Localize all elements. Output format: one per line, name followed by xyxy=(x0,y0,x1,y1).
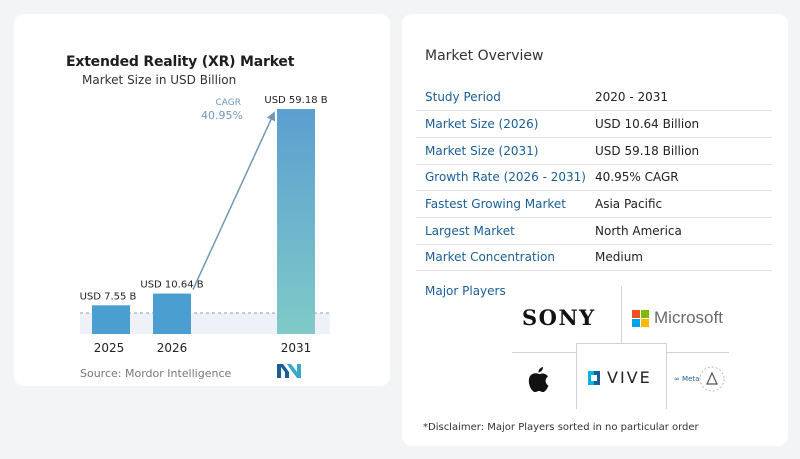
vive-logo-text: VIVE xyxy=(607,368,652,387)
microsoft-windows-icon xyxy=(632,309,649,327)
overview-title: Market Overview xyxy=(425,48,544,64)
bar-value-label: USD 59.18 B xyxy=(264,95,327,106)
overview-row: Largest Market North America xyxy=(416,217,772,245)
overview-table: Study Period 2020 - 2031 Market Size (2026… xyxy=(416,84,772,272)
sony-logo: SONY xyxy=(522,305,596,330)
reality-labs-logo-icon xyxy=(699,366,725,392)
overview-row-key: Market Size (2031) xyxy=(416,137,592,165)
overview-row: Study Period 2020 - 2031 xyxy=(416,84,772,112)
overview-row: Market Size (2031) USD 59.18 Billion xyxy=(416,137,772,165)
bar-value-label: USD 7.55 B xyxy=(80,291,137,302)
overview-row-key: Market Concentration xyxy=(416,244,592,272)
overview-row-key: Growth Rate (2026 - 2031) xyxy=(416,164,592,192)
x-tick-label: 2026 xyxy=(157,341,188,355)
overview-row-key: Study Period xyxy=(416,84,592,112)
overview-row-value: 40.95% CAGR xyxy=(592,164,772,192)
microsoft-logo: Microsoft xyxy=(632,308,723,328)
apple-logo-icon xyxy=(528,367,549,392)
source-text: Source: Mordor Intelligence xyxy=(80,367,232,380)
chart-title: Extended Reality (XR) Market xyxy=(66,54,295,70)
x-tick-label: 2025 xyxy=(94,341,125,355)
bar-2026 xyxy=(153,293,191,334)
meta-logo-text: ∞ Meta xyxy=(674,375,700,383)
divider-vertical-top xyxy=(621,286,622,344)
cagr-label: CAGR xyxy=(215,98,241,108)
overview-row-value: Asia Pacific xyxy=(592,190,772,218)
mordor-intelligence-logo-icon xyxy=(277,364,301,378)
chart-baseline-band xyxy=(80,313,330,334)
overview-row-value: USD 10.64 Billion xyxy=(592,110,772,138)
divider-box-left xyxy=(576,343,577,409)
overview-row-value: Medium xyxy=(592,244,772,272)
x-tick-label: 2031 xyxy=(281,341,312,355)
overview-row: Fastest Growing Market Asia Pacific xyxy=(416,190,772,218)
overview-row: Growth Rate (2026 - 2031) 40.95% CAGR xyxy=(416,164,772,192)
overview-row: Market Concentration Medium xyxy=(416,244,772,272)
cagr-value: 40.95% xyxy=(201,109,243,122)
disclaimer-text: *Disclaimer: Major Players sorted in no … xyxy=(423,422,699,433)
bar-2031 xyxy=(277,109,315,334)
bar-2025 xyxy=(92,305,130,334)
divider-box-right xyxy=(666,343,667,409)
divider-horizontal-right xyxy=(667,352,729,353)
overview-row-value: North America xyxy=(592,217,772,245)
microsoft-logo-text: Microsoft xyxy=(654,308,723,327)
overview-row-value: 2020 - 2031 xyxy=(592,84,772,112)
divider-box-top xyxy=(576,343,667,344)
overview-row-key: Market Size (2026) xyxy=(416,110,592,138)
vive-symbol-icon xyxy=(588,370,600,385)
overview-row-value: USD 59.18 Billion xyxy=(592,137,772,165)
overview-row: Market Size (2026) USD 10.64 Billion xyxy=(416,110,772,138)
major-players-title: Major Players xyxy=(425,284,506,298)
chart-subtitle: Market Size in USD Billion xyxy=(82,73,237,87)
cagr-arrow xyxy=(192,111,276,290)
overview-row-key: Largest Market xyxy=(416,217,592,245)
overview-row-key: Fastest Growing Market xyxy=(416,190,592,218)
divider-horizontal-left xyxy=(512,352,576,353)
vive-logo: VIVE xyxy=(585,368,652,387)
bar-chart: USD 7.55 B 2025 USD 10.64 B 2026 USD 59.18 B… xyxy=(80,95,330,355)
bar-value-label: USD 10.64 B xyxy=(140,280,203,291)
